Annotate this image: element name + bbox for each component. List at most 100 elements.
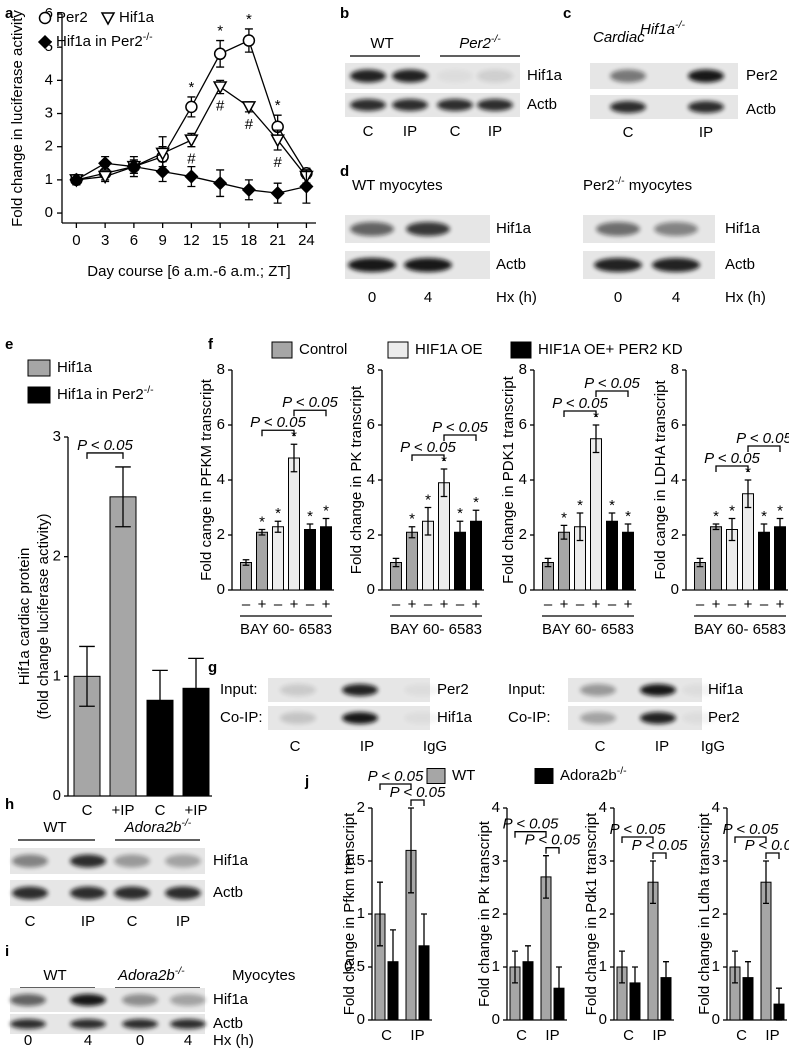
error-bar: [543, 855, 549, 899]
error-bar: [696, 557, 704, 568]
y-axis-label: Fold change in PK transcript: [348, 385, 365, 574]
significance-mark: *: [275, 97, 281, 114]
bar: [774, 526, 786, 591]
significance-bracket: [411, 454, 445, 461]
marker: [270, 186, 285, 201]
y-tick-label: 4: [712, 799, 720, 816]
marker: [270, 134, 285, 148]
error-bar: [744, 479, 752, 509]
error-bar: [556, 966, 562, 1011]
x-tick-label: +: [560, 596, 569, 613]
x-tick-label: +: [408, 596, 417, 613]
blot-band: [165, 886, 201, 900]
y-tick-label: 0: [217, 581, 225, 598]
bar: [710, 526, 722, 591]
error-bar: [544, 557, 552, 568]
blot-band: [165, 854, 201, 868]
marker: [97, 170, 113, 185]
error-bar: [456, 520, 464, 544]
blot-band: [580, 684, 616, 696]
panel-letter: d: [340, 163, 349, 180]
x-tick-label: 15: [212, 232, 229, 249]
row-label: Hif1a: [437, 709, 473, 726]
error-bar: [377, 881, 383, 947]
blot-band: [114, 886, 150, 900]
y-axis-label: Fold change in Pfkm transcript: [341, 812, 358, 1015]
x-tick-label: +: [624, 596, 633, 613]
y-axis-label: (fold change luciferase activity): [35, 514, 52, 720]
marker: [69, 172, 84, 187]
significance-mark: *: [323, 502, 329, 519]
error-bar: [424, 506, 432, 536]
blot-band: [594, 258, 642, 272]
marker: [155, 164, 170, 179]
significance-mark: *: [561, 509, 567, 526]
lane-label: 0: [136, 1032, 144, 1049]
y-tick-label: 8: [519, 361, 527, 378]
y-tick-label: 2: [599, 905, 607, 922]
panel-letter: i: [5, 943, 9, 960]
row-label: Per2: [746, 67, 778, 84]
x-tick-label: 6: [130, 232, 138, 249]
bracket-label: P < 0.05: [282, 394, 338, 411]
error-bar: [274, 520, 282, 533]
blot-band: [688, 101, 724, 113]
blot-band: [12, 854, 48, 868]
lane-label: 4: [424, 289, 432, 306]
error-bar: [728, 517, 736, 542]
error-bar: [258, 528, 266, 536]
significance-bracket: [410, 799, 425, 806]
x-tick-label: 12: [183, 232, 200, 249]
lane-label: IP: [176, 913, 190, 930]
legend-marker: [37, 34, 53, 50]
blot-band: [10, 1019, 46, 1029]
y-tick-label: 2: [712, 905, 720, 922]
x-tick-label: +: [712, 596, 721, 613]
lane-label: 4: [184, 1032, 192, 1049]
x-tick-label: C: [82, 802, 93, 819]
error-bar: [472, 509, 480, 533]
y-tick-label: 1: [712, 958, 720, 975]
x-tick-label: 3: [101, 232, 109, 249]
y-tick-label: 4: [367, 471, 375, 488]
bracket-label: P < 0.05: [250, 414, 306, 431]
y-tick-label: 4: [492, 799, 500, 816]
y-tick-label: 0: [367, 581, 375, 598]
lane-label: C: [363, 123, 374, 140]
marker: [213, 47, 227, 61]
marker: [185, 100, 198, 114]
bracket-label: P < 0.05: [736, 430, 789, 447]
significance-mark: *: [577, 497, 583, 514]
x-tick-label: +IP: [185, 802, 208, 819]
x-tick-label: +: [258, 596, 267, 613]
error-bar: [776, 987, 782, 1021]
x-tick-label: +: [290, 596, 299, 613]
x-axis-label: BAY 60- 6583: [542, 621, 634, 638]
row-label: Hif1a: [527, 67, 563, 84]
y-tick-label: 1: [357, 905, 365, 922]
bar: [320, 526, 332, 591]
y-tick-label: 8: [671, 361, 679, 378]
x-tick-label: –: [608, 596, 617, 613]
group-label: IP: [765, 1027, 779, 1044]
lane-label: IgG: [423, 738, 447, 755]
blot-band: [280, 712, 316, 724]
lane-label: IP: [360, 738, 374, 755]
y-tick-label: 1: [492, 958, 500, 975]
blot-band: [437, 69, 473, 83]
marker: [184, 169, 199, 184]
x-axis-label: Day course [6 a.m.-6 a.m.; ZT]: [87, 263, 290, 280]
error-bar: [392, 557, 400, 568]
significance-bracket: [443, 434, 477, 441]
error-bar: [776, 517, 784, 536]
x-tick-label: +: [472, 596, 481, 613]
lane-label: C: [127, 913, 138, 930]
blot-band: [114, 854, 150, 868]
significance-mark: *: [777, 502, 783, 519]
x-tick-label: –: [760, 596, 769, 613]
blot-band: [342, 684, 378, 696]
blot-band: [580, 712, 616, 724]
y-tick-label: 6: [519, 416, 527, 433]
group-label: WT: [43, 967, 66, 984]
